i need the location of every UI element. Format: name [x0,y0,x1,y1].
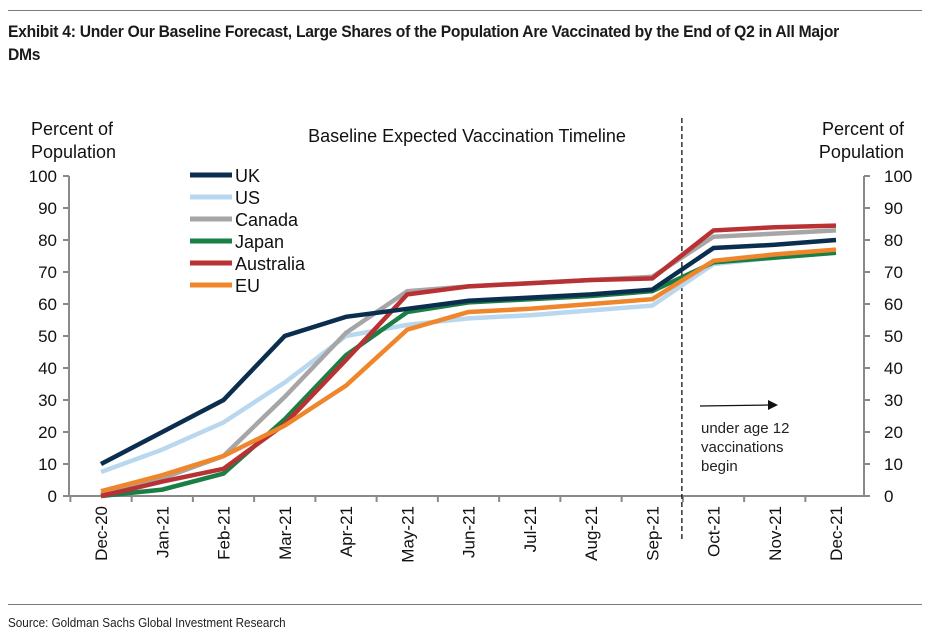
right-y-tick-label: 90 [884,199,903,218]
left-y-tick-label: 40 [38,359,57,378]
x-tick-label: Jun-21 [460,506,479,558]
annotation-line1: under age 12 [701,420,789,437]
legend-label-us: US [235,188,260,208]
left-axis-label-line2: Population [31,142,116,162]
left-axis-label-line1: Percent of [31,119,114,139]
series-line-uk [99,237,837,466]
left-y-tick-label: 0 [48,487,57,506]
right-y-tick-label: 40 [884,359,903,378]
chart-title: Baseline Expected Vaccination Timeline [308,126,626,146]
x-tick-label: Aug-21 [582,506,601,561]
legend-label-uk: UK [235,166,260,186]
x-tick-label: Dec-20 [92,506,111,561]
annotation-line2: vaccinations [701,439,784,456]
x-tick-label: Nov-21 [766,506,785,561]
right-y-tick-label: 20 [884,423,903,442]
left-y-tick-label: 90 [38,199,57,218]
series-lines [99,223,837,499]
series-line-australia [100,223,837,499]
x-tick-label: Dec-21 [827,506,846,561]
x-tick-label: Mar-21 [276,506,295,560]
right-y-tick-label: 50 [884,327,903,346]
right-y-tick-label: 100 [884,167,912,186]
right-y-tick-label: 70 [884,263,903,282]
arrow-head-icon [768,400,778,410]
left-y-tick-label: 80 [38,231,57,250]
left-y-tick-label: 100 [29,167,57,186]
right-y-tick-label: 30 [884,391,903,410]
x-tick-label: Jul-21 [521,506,540,552]
x-tick-label: May-21 [398,506,417,563]
left-y-tick-label: 30 [38,391,57,410]
x-tick-label: Sep-21 [643,506,662,561]
right-y-tick-label: 10 [884,455,903,474]
left-y-tick-label: 20 [38,423,57,442]
right-axis-label-line2: Population [819,142,904,162]
right-y-tick-label: 60 [884,295,903,314]
axes: 0 0 10 10 20 20 30 30 40 40 50 50 60 60 70 70 80 80 90 90 10… [29,118,912,563]
source-note: Source: Goldman Sachs Global Investment … [8,615,286,630]
top-rule [8,10,922,11]
chart-labels: Percent of Population Percent of Populat… [31,119,905,475]
series-line-eu [100,247,837,494]
exhibit-title: Exhibit 4: Under Our Baseline Forecast, … [8,22,839,64]
left-y-tick-label: 10 [38,455,57,474]
left-y-tick-label: 70 [38,263,57,282]
legend-label-canada: Canada [235,210,299,230]
x-tick-label: Jan-21 [153,506,172,558]
bottom-rule [8,604,922,605]
left-y-tick-label: 50 [38,327,57,346]
legend-label-australia: Australia [235,254,306,274]
x-tick-label: Apr-21 [337,506,356,557]
legend-label-eu: EU [235,276,260,296]
right-axis-label-line1: Percent of [822,119,905,139]
x-tick-label: Feb-21 [215,506,234,560]
right-y-tick-label: 0 [884,487,893,506]
annotation-line3: begin [701,458,738,475]
legend-label-japan: Japan [235,232,284,252]
left-y-tick-label: 60 [38,295,57,314]
arrow-line [699,404,771,407]
x-tick-label: Oct-21 [705,506,724,557]
right-y-tick-label: 80 [884,231,903,250]
